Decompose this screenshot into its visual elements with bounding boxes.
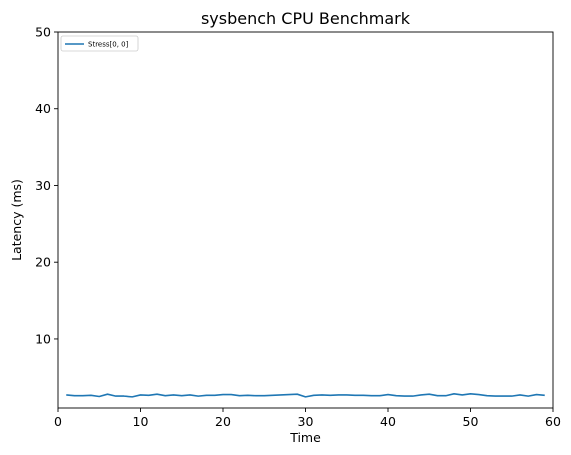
y-tick-label: 50	[35, 25, 51, 40]
legend: Stress[0, 0]	[60, 35, 139, 52]
y-tick-label: 40	[35, 101, 51, 116]
x-tick-label: 20	[215, 414, 231, 429]
y-axis-label: Latency (ms)	[9, 179, 24, 261]
y-tick-label: 10	[35, 331, 51, 346]
x-tick-label: 30	[298, 414, 314, 429]
x-tick-label: 40	[380, 414, 396, 429]
plot-frame	[57, 31, 554, 409]
plot-area	[57, 31, 554, 409]
legend-label: Stress[0, 0]	[88, 41, 129, 49]
series-line-0	[66, 392, 545, 398]
legend-box	[60, 35, 139, 52]
y-tick-label: 30	[35, 178, 51, 193]
x-tick-label: 60	[545, 414, 561, 429]
x-tick-label: 10	[133, 414, 149, 429]
x-axis-label: Time	[289, 430, 321, 445]
x-tick-label: 50	[463, 414, 479, 429]
y-tick-label: 20	[35, 255, 51, 270]
chart-title: sysbench CPU Benchmark	[201, 9, 411, 28]
x-tick-label: 0	[54, 414, 62, 429]
